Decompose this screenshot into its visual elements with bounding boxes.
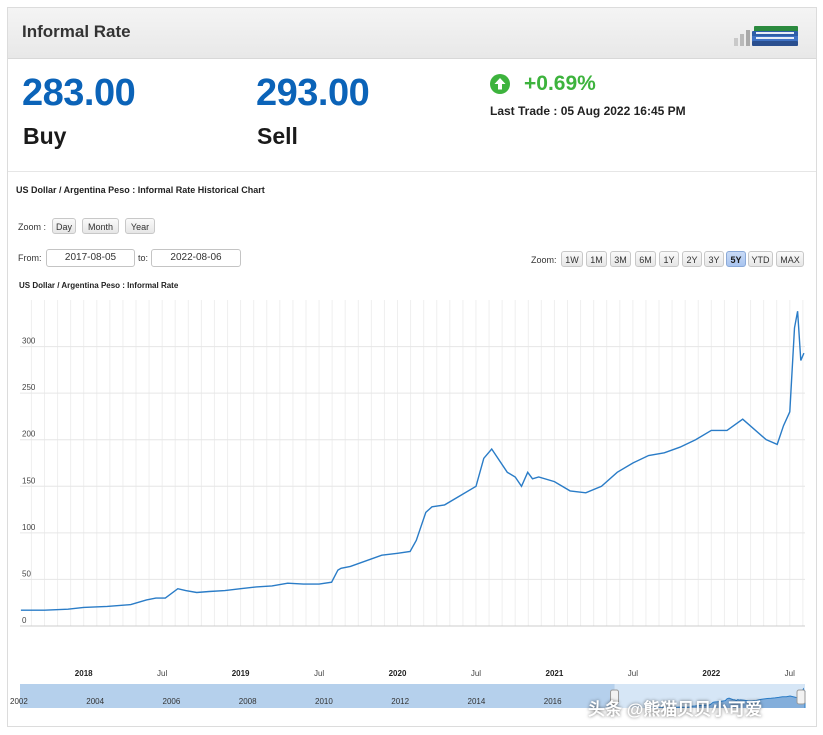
x-tick-label: 2019 [232,669,250,678]
from-date-input[interactable]: 2017-08-05 [46,249,135,267]
navigator-label: 2004 [86,697,104,706]
x-tick-label: Jul [785,669,795,678]
watermark: 头条 @熊猫贝贝小可爱 [588,700,763,719]
y-tick-label: 50 [22,569,31,578]
y-tick-label: 0 [22,616,27,625]
range-3m-button[interactable]: 3M [610,251,631,267]
navigator-label: 2006 [163,697,181,706]
buy-label: Buy [23,123,67,149]
y-tick-label: 300 [22,337,36,346]
x-tick-label: Jul [628,669,638,678]
range-max-button[interactable]: MAX [776,251,804,267]
x-tick-label: 2020 [389,669,407,678]
navigator-label: 2014 [468,697,486,706]
x-tick-label: Jul [471,669,481,678]
arrow-up-circle-icon [490,74,510,94]
x-axis: 2018 Jul 2019 Jul 2020 Jul 2021 Jul 2022 Jul [75,669,795,678]
range-5y-button[interactable]: 5Y [726,251,746,267]
to-label: to: [138,253,149,263]
line-chart: 0 50 100 150 200 250 300 2018 Jul 2019 Jul 2020 Jul… [10,300,806,708]
x-tick-label: 2022 [702,669,720,678]
zoom-day-button[interactable]: Day [52,218,76,234]
range-1y-button[interactable]: 1Y [659,251,679,267]
last-trade: Last Trade : 05 Aug 2022 16:45 PM [490,104,686,118]
chart-heading: US Dollar / Argentina Peso : Informal Ra… [16,185,265,195]
y-axis: 0 50 100 150 200 250 300 [22,337,36,625]
navigator-series [642,687,806,708]
to-date-input[interactable]: 2022-08-06 [151,249,241,267]
section-divider [8,171,816,172]
range-1w-button[interactable]: 1W [561,251,583,267]
panel-header: Informal Rate [8,8,816,59]
y-tick-label: 250 [22,383,36,392]
zoom-unit-label: Zoom : [18,222,47,232]
range-1m-button[interactable]: 1M [586,251,607,267]
chart-grid [20,300,805,627]
sell-rate-value: 293.00 [256,72,370,114]
series-line [20,311,805,611]
informal-rate-panel: Informal Rate 283.00 Buy 293.00 Sell +0.… [7,7,817,727]
panel-title: Informal Rate [22,22,131,41]
x-tick-label: Jul [314,669,324,678]
range-6m-button[interactable]: 6M [635,251,656,267]
range-zoom-label: Zoom: [531,255,557,265]
sell-label: Sell [257,123,298,149]
money-stack-icon [734,26,798,46]
zoom-year-button[interactable]: Year [125,218,155,234]
from-label: From: [18,253,42,263]
y-tick-label: 100 [22,523,36,532]
navigator-label: 2008 [239,697,257,706]
change-percent: +0.69% [524,72,596,95]
navigator-label: 2010 [315,697,333,706]
navigator-label: 2012 [391,697,409,706]
y-tick-label: 150 [22,476,36,485]
range-2y-button[interactable]: 2Y [682,251,702,267]
range-3y-button[interactable]: 3Y [704,251,724,267]
navigator-label: 2016 [544,697,562,706]
range-ytd-button[interactable]: YTD [748,251,773,267]
navigator-right-handle[interactable] [796,689,806,705]
zoom-month-button[interactable]: Month [82,218,119,234]
x-tick-label: 2018 [75,669,93,678]
navigator-label: 2002 [10,697,28,706]
x-tick-label: Jul [157,669,167,678]
range-navigator[interactable]: 2002 2004 2006 2008 2010 2012 2014 2016 [10,684,806,708]
buy-rate-value: 283.00 [22,72,136,114]
x-tick-label: 2021 [546,669,564,678]
y-tick-label: 200 [22,430,36,439]
navigator-left-handle[interactable] [610,689,620,705]
chart-title: US Dollar / Argentina Peso : Informal Ra… [19,281,179,290]
